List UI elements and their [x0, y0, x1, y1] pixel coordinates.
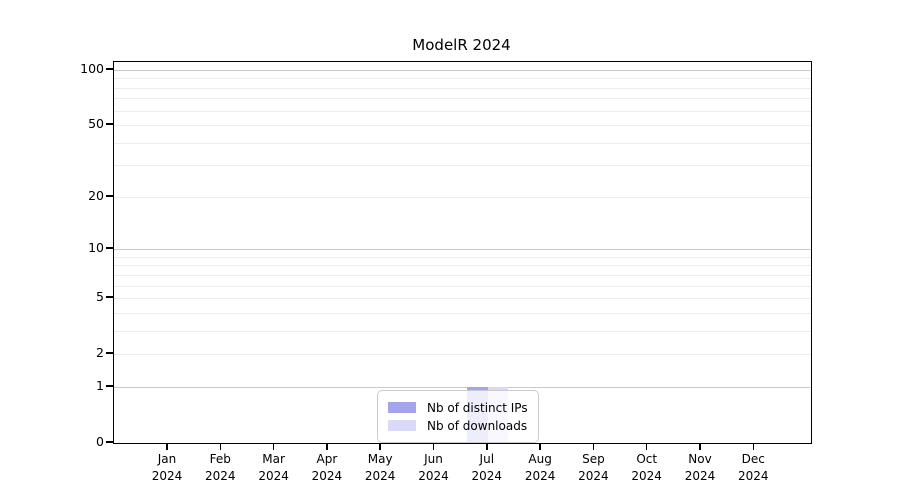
x-axis-tick-label: May 2024: [364, 452, 396, 483]
minor-gridline: [114, 256, 811, 258]
minor-gridline: [114, 274, 811, 276]
y-axis-tick: [106, 385, 113, 387]
major-gridline: [114, 70, 811, 71]
y-axis-tick-label: 20: [88, 187, 104, 203]
x-axis-tick-label: Feb 2024: [205, 452, 236, 483]
x-axis-tick: [486, 443, 488, 450]
legend-label-distinct-ips: Nb of distinct IPs: [427, 400, 528, 415]
x-axis-tick: [219, 443, 222, 450]
x-axis-tick-label: Dec 2024: [738, 452, 769, 483]
y-axis-tick-label: 2: [96, 345, 104, 361]
y-axis-tick-label: 0: [96, 434, 104, 449]
x-axis-tick-label: Nov 2024: [684, 452, 716, 483]
chart-title: ModelR 2024: [412, 36, 511, 54]
x-axis-tick-label: Jan 2024: [151, 452, 183, 483]
y-axis-tick: [106, 68, 113, 70]
x-axis-tick: [592, 443, 595, 450]
minor-gridline: [114, 196, 811, 198]
minor-gridline: [114, 285, 811, 287]
x-axis-tick: [272, 443, 275, 450]
x-axis-tick: [326, 443, 328, 450]
legend-entry-downloads: Nb of downloads: [388, 417, 528, 434]
y-axis-tick-label: 5: [96, 289, 104, 305]
major-gridline: [114, 249, 811, 251]
minor-gridline: [114, 312, 811, 314]
minor-gridline: [114, 142, 811, 144]
x-axis-tick: [379, 443, 381, 450]
y-axis-tick-label: 10: [88, 240, 104, 256]
minor-gridline: [114, 354, 811, 356]
y-axis-tick-label: 100: [80, 61, 104, 76]
minor-gridline: [114, 265, 811, 267]
y-axis-tick: [106, 441, 113, 443]
x-axis-tick-label: Jun 2024: [418, 452, 449, 483]
minor-gridline: [114, 78, 811, 80]
y-axis-tick: [106, 123, 113, 125]
x-axis-tick: [539, 443, 541, 450]
minor-gridline: [114, 330, 811, 332]
x-axis-tick: [645, 443, 648, 450]
legend-label-downloads: Nb of downloads: [427, 418, 528, 433]
x-axis-tick: [166, 443, 168, 450]
major-gridline: [114, 386, 811, 388]
y-axis-tick: [106, 195, 113, 197]
plot-area: [113, 61, 812, 444]
x-axis-tick: [699, 443, 701, 450]
y-axis-tick: [106, 296, 113, 298]
x-axis-tick-label: Oct 2024: [631, 452, 662, 483]
x-axis-tick-label: Sep 2024: [578, 452, 609, 483]
y-axis-tick: [106, 247, 113, 249]
legend-entry-distinct-ips: Nb of distinct IPs: [388, 399, 528, 416]
x-axis-tick-label: Aug 2024: [524, 452, 556, 483]
x-axis-tick: [752, 443, 755, 450]
x-axis-tick: [432, 443, 435, 450]
x-axis-tick-label: Apr 2024: [311, 452, 343, 483]
minor-gridline: [114, 98, 811, 100]
x-axis-tick-label: Mar 2024: [258, 452, 289, 483]
distinct-ips-swatch-icon: [388, 402, 416, 413]
y-axis-tick: [106, 352, 113, 354]
minor-gridline: [114, 87, 811, 89]
minor-gridline: [114, 298, 811, 300]
y-axis-tick-label: 50: [88, 116, 104, 132]
x-axis-tick-label: Jul 2024: [471, 452, 503, 483]
legend: Nb of distinct IPs Nb of downloads: [377, 390, 539, 443]
minor-gridline: [114, 125, 811, 127]
downloads-swatch-icon: [388, 420, 416, 431]
minor-gridline: [114, 165, 811, 167]
minor-gridline: [114, 110, 811, 112]
y-axis-tick-label: 1: [96, 377, 104, 393]
